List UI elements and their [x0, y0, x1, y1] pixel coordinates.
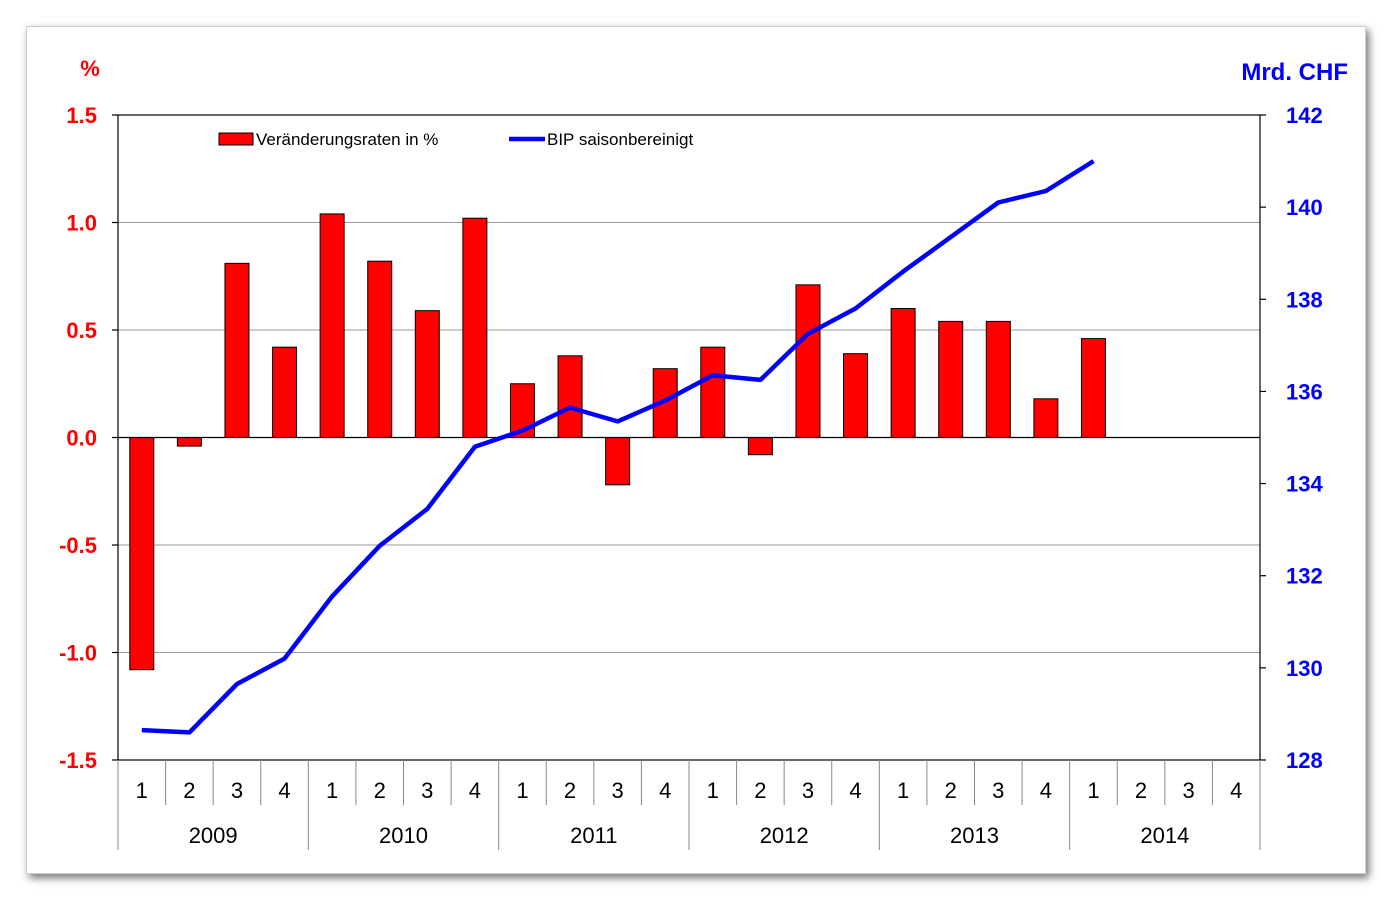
- right-tick-label: 128: [1286, 748, 1323, 773]
- left-tick-label: 1.0: [66, 211, 97, 236]
- x-axis: 1 2 3 4 1 2 3 4 1 2 3 4 1 2 3 4 1 2 3 4 1 2 3 4 2009 2010 2011 2012…: [117, 760, 1261, 850]
- bar: [890, 308, 916, 438]
- x-quarter-label: 3: [802, 778, 814, 803]
- bar-series: [129, 213, 1106, 671]
- legend: Veränderungsraten in % BIP saisonbereini…: [218, 130, 693, 149]
- left-tick-label: -1.5: [59, 748, 97, 773]
- bar: [414, 310, 440, 438]
- left-tick-label: -0.5: [59, 533, 97, 558]
- gdp-line: [141, 159, 1095, 735]
- x-year-label: 2009: [189, 823, 238, 848]
- bar: [605, 437, 631, 486]
- x-quarter-label: 4: [1040, 778, 1052, 803]
- bar: [176, 437, 202, 447]
- x-quarter-label: 3: [421, 778, 433, 803]
- x-quarter-label: 1: [1087, 778, 1099, 803]
- x-quarter-label: 2: [945, 778, 957, 803]
- right-tick-label: 130: [1286, 656, 1323, 681]
- right-tick-label: 138: [1286, 287, 1323, 312]
- bar: [795, 284, 821, 438]
- x-quarter-label: 4: [659, 778, 671, 803]
- x-quarter-label: 3: [612, 778, 624, 803]
- left-tick-label: 0.0: [66, 426, 97, 451]
- legend-bar-swatch: [218, 132, 254, 146]
- x-quarter-label: 1: [326, 778, 338, 803]
- chart-frame: [26, 26, 1366, 874]
- bar: [747, 437, 773, 456]
- x-quarter-label: 2: [1135, 778, 1147, 803]
- x-quarter-label: 2: [754, 778, 766, 803]
- x-quarter-label: 1: [136, 778, 148, 803]
- x-year-label: 2010: [379, 823, 428, 848]
- bar: [319, 213, 345, 438]
- bar: [557, 355, 583, 438]
- bar: [224, 262, 250, 438]
- x-quarter-label: 4: [278, 778, 290, 803]
- right-tick-label: 142: [1286, 103, 1323, 128]
- x-quarter-label: 2: [564, 778, 576, 803]
- bar: [272, 346, 298, 439]
- x-quarter-label: 4: [469, 778, 481, 803]
- bar: [462, 217, 488, 438]
- x-quarter-label: 1: [897, 778, 909, 803]
- legend-line-label: BIP saisonbereinigt: [547, 130, 693, 149]
- x-quarter-label: 4: [849, 778, 861, 803]
- right-tick-label: 132: [1286, 564, 1323, 589]
- bar: [367, 260, 393, 439]
- bar: [700, 346, 726, 439]
- bar: [938, 320, 964, 438]
- bar: [843, 353, 869, 438]
- right-tick-label: 136: [1286, 379, 1323, 404]
- left-tick-label: 1.5: [66, 103, 97, 128]
- right-tick-label: 140: [1286, 195, 1323, 220]
- x-quarter-label: 1: [707, 778, 719, 803]
- x-year-label: 2011: [570, 823, 617, 848]
- x-quarter-label: 3: [231, 778, 243, 803]
- x-quarter-label: 1: [516, 778, 528, 803]
- x-quarter-label: 2: [183, 778, 195, 803]
- right-axis-unit: Mrd. CHF: [1241, 59, 1348, 86]
- left-tick-label: -1.0: [59, 641, 97, 666]
- x-quarter-label: 4: [1230, 778, 1242, 803]
- right-tick-label: 134: [1286, 472, 1323, 497]
- x-quarter-label: 3: [1183, 778, 1195, 803]
- x-quarter-label: 3: [992, 778, 1004, 803]
- left-axis-unit: %: [80, 56, 100, 81]
- left-axis: 1.5 1.0 0.5 0.0 -0.5 -1.0 -1.5: [59, 103, 118, 773]
- bar: [985, 320, 1011, 438]
- right-axis: 142 140 138 136 134 132 130 128: [1260, 103, 1323, 773]
- x-quarter-label: 2: [374, 778, 386, 803]
- x-year-label: 2014: [1140, 823, 1189, 848]
- left-tick-label: 0.5: [66, 318, 97, 343]
- bar: [1080, 338, 1106, 439]
- legend-bar-label: Veränderungsraten in %: [256, 130, 438, 149]
- x-year-label: 2013: [950, 823, 999, 848]
- bar: [1033, 398, 1059, 438]
- bar: [129, 437, 155, 671]
- x-year-label: 2012: [760, 823, 809, 848]
